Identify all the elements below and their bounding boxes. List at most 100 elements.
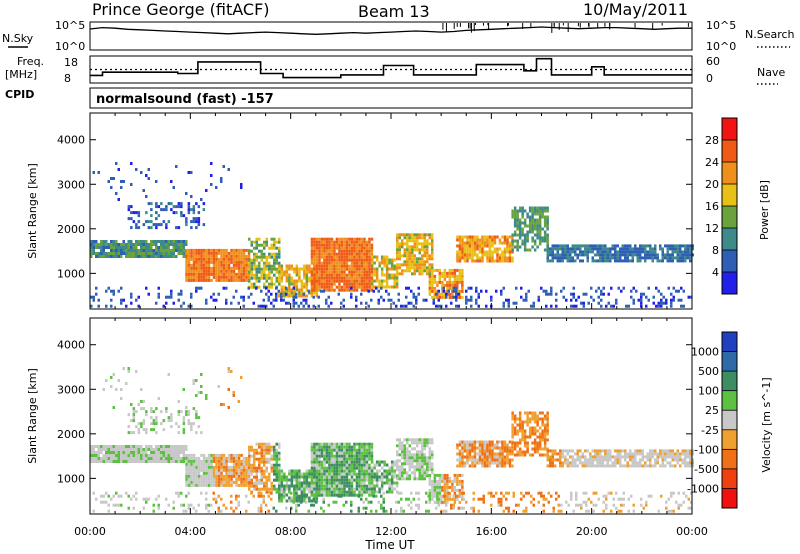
echo-cell [100,246,103,249]
echo-cell [350,469,354,473]
echo-cell [445,304,448,308]
echo-cell [518,227,522,231]
echo-cell [125,255,128,258]
echo-cell [318,448,321,452]
echo-cell [248,448,251,452]
echo-cell [305,484,309,488]
echo-cell [436,485,439,489]
echo-cell [190,477,193,481]
echo-cell [292,298,295,302]
echo-cell [431,254,434,258]
echo-cell [305,267,309,271]
echo-cell [318,240,321,244]
echo-cell [360,457,364,461]
echo-cell [340,454,344,458]
echo-cell [215,278,218,282]
echo-cell [458,455,462,459]
echo-cell [660,298,663,302]
echo-cell [232,248,236,252]
echo-cell [388,484,391,488]
echo-cell [205,301,208,305]
echo-cell [325,258,329,262]
echo-cell [461,449,464,453]
echo-cell [185,468,188,472]
echo-cell [330,264,334,268]
echo-cell [295,273,299,277]
echo-cell [132,243,135,246]
echo-cell [418,438,421,442]
echo-cell [260,451,263,455]
echo-cell [260,267,263,271]
echo-cell [436,268,439,272]
echo-cell [280,481,284,485]
echo-cell [614,458,617,462]
echo-cell [523,420,527,424]
echo-cell [475,298,478,302]
echo-cell [486,461,489,465]
echo-cell [543,447,547,451]
echo-cell [348,276,351,280]
echo-cell [333,481,336,485]
echo-cell [571,449,574,453]
echo-cell [305,478,309,482]
echo-cell [170,208,173,212]
echo-cell [579,247,582,251]
echo-cell [533,432,537,436]
echo-cell [187,459,191,463]
echo-cell [323,270,326,274]
echo-cell [280,475,284,479]
echo-cell [172,205,176,209]
echo-cell [416,462,419,466]
echo-cell [155,460,158,463]
echo-cell [686,244,689,248]
echo-cell [315,496,319,500]
echo-cell [624,449,627,453]
echo-cell [177,457,180,460]
echo-cell [172,301,175,305]
echo-cell [385,285,389,289]
echo-cell [403,477,406,481]
echo-cell [396,465,399,469]
echo-cell [559,253,562,257]
echo-cell [328,472,331,476]
echo-cell [240,254,243,258]
echo-cell [313,472,316,476]
echo-cell [533,438,537,442]
echo-cell [130,295,133,299]
echo-cell [293,279,296,283]
echo-cell [498,256,502,260]
echo-cell [418,257,421,261]
echo-cell [182,460,185,463]
echo-cell [393,463,396,467]
echo-cell [505,298,508,302]
echo-cell [437,289,440,293]
echo-cell [142,454,145,457]
echo-cell [315,246,319,250]
echo-cell [428,453,431,457]
echo-cell [413,239,416,243]
echo-cell [611,244,614,248]
echo-cell [187,471,191,475]
echo-cell [398,266,401,270]
echo-cell [125,249,128,252]
echo-cell [202,471,206,475]
echo-cell [373,285,376,289]
echo-cell [210,183,213,186]
echo-cell [365,442,369,446]
nave-label: Nave [757,66,785,79]
echo-cell [455,298,458,302]
echo-cell [207,483,211,487]
echo-cell [651,449,654,453]
echo-cell [646,464,649,468]
echo-cell [315,291,319,295]
echo-cell [360,460,364,464]
echo-cell [521,209,524,213]
echo-cell [616,452,619,456]
echo-cell [513,453,517,457]
echo-cell [421,471,424,475]
echo-cell [488,250,492,254]
echo-cell [370,279,374,283]
echo-cell [599,253,602,257]
echo-cell [541,429,544,433]
echo-cell [368,246,371,250]
